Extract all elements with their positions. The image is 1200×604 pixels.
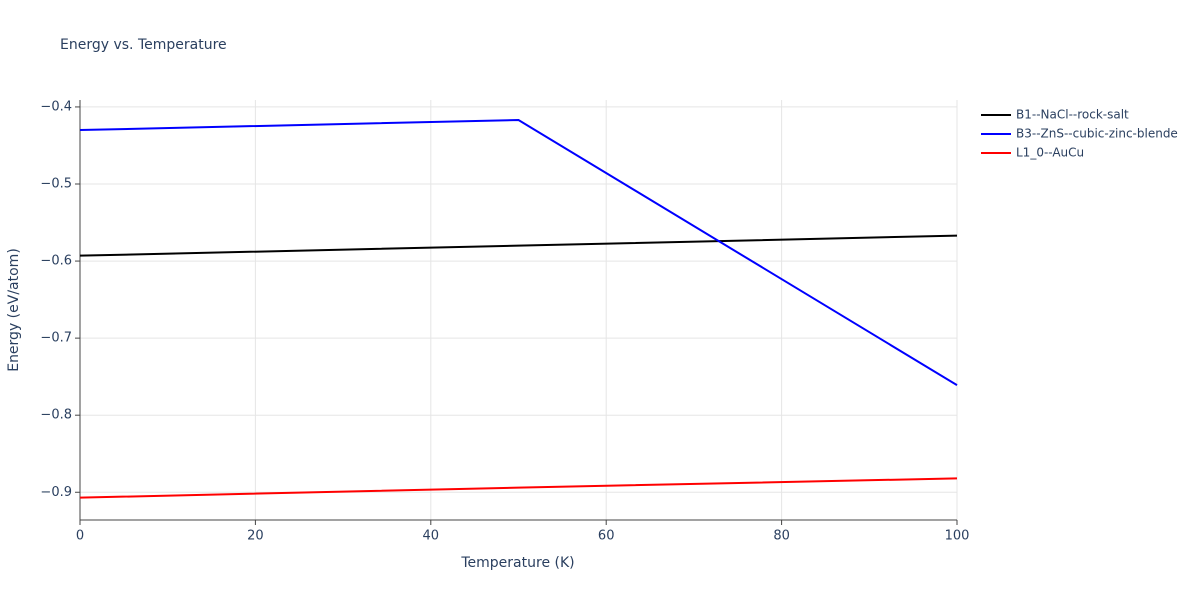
legend-label: B3--ZnS--cubic-zinc-blende — [1016, 127, 1178, 141]
x-tick-label: 60 — [598, 529, 615, 544]
x-tick-label: 0 — [76, 529, 84, 544]
chart-title: Energy vs. Temperature — [60, 37, 227, 53]
x-axis-label: Temperature (K) — [460, 555, 574, 571]
x-tick-label: 100 — [945, 529, 970, 544]
legend-label: L1_0--AuCu — [1016, 146, 1084, 160]
y-tick-label: −0.4 — [40, 99, 72, 114]
y-tick-label: −0.6 — [40, 254, 72, 269]
y-tick-label: −0.8 — [40, 408, 72, 423]
x-tick-label: 80 — [773, 529, 790, 544]
y-tick-label: −0.5 — [40, 177, 72, 192]
y-tick-label: −0.9 — [40, 485, 72, 500]
x-tick-label: 20 — [247, 529, 264, 544]
series-line — [79, 234, 958, 257]
legend-label: B1--NaCl--rock-salt — [1016, 108, 1129, 122]
y-axis-label: Energy (eV/atom) — [6, 248, 22, 372]
series-line — [79, 119, 958, 386]
x-tick-label: 40 — [423, 529, 440, 544]
y-tick-label: −0.7 — [40, 331, 72, 346]
series-line — [79, 477, 958, 499]
